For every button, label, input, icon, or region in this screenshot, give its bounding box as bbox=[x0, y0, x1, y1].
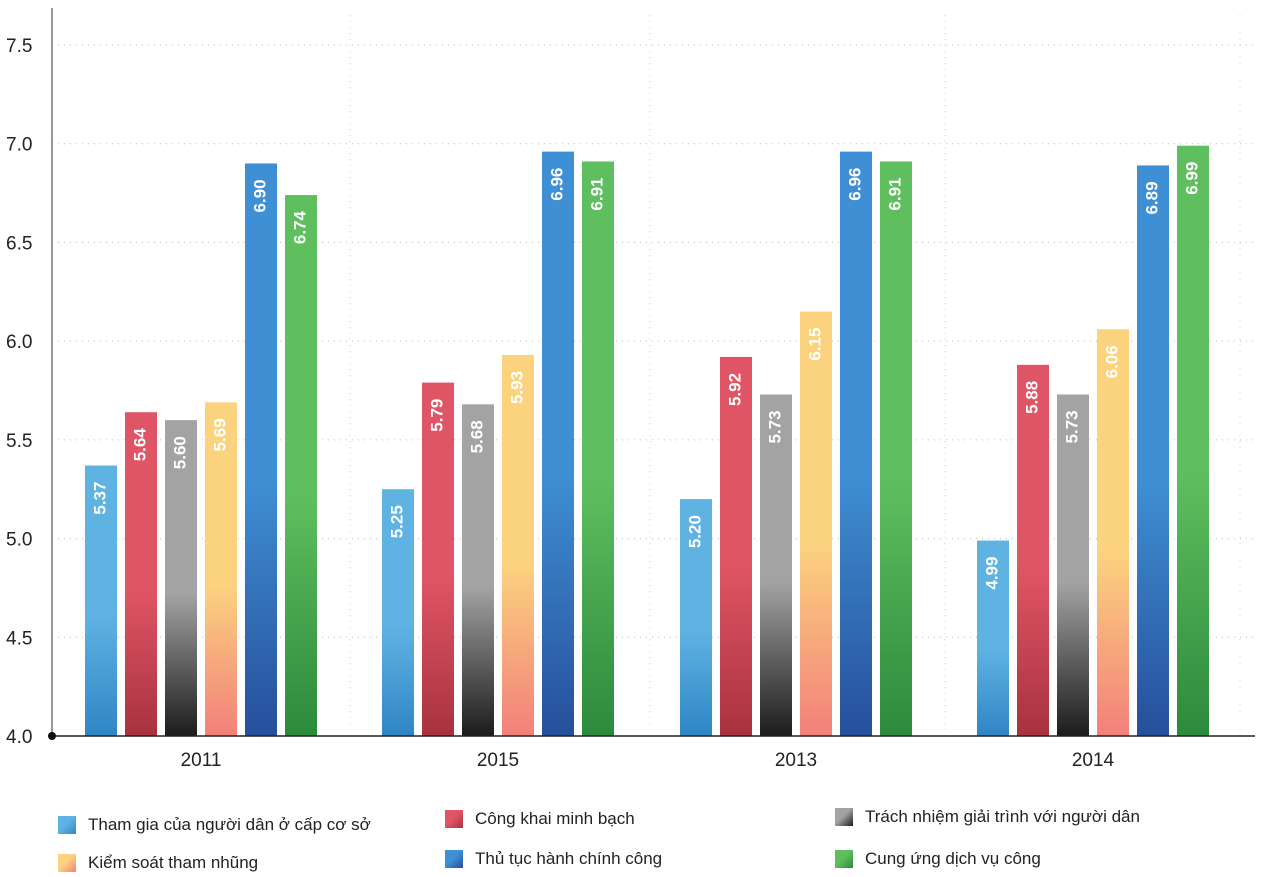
bar bbox=[1057, 394, 1089, 736]
bar-value-label: 5.93 bbox=[507, 371, 526, 404]
bar-value-label: 5.37 bbox=[90, 482, 109, 515]
legend-item: Kiểm soát tham nhũng bbox=[58, 852, 258, 874]
bar bbox=[1017, 364, 1049, 736]
bar-value-label: 4.99 bbox=[982, 557, 1001, 590]
bar bbox=[680, 499, 712, 736]
bar bbox=[880, 161, 912, 737]
legend-label: Công khai minh bạch bbox=[475, 809, 635, 828]
bar bbox=[720, 356, 752, 736]
bar-value-label: 5.79 bbox=[427, 399, 446, 432]
bar bbox=[205, 402, 237, 736]
legend-swatch bbox=[58, 854, 76, 872]
bar-value-label: 5.73 bbox=[765, 410, 784, 443]
y-tick-label: 7.5 bbox=[6, 36, 32, 57]
grid-lines bbox=[52, 15, 1255, 736]
bar bbox=[165, 420, 197, 736]
bar bbox=[1097, 329, 1129, 736]
legend-swatch bbox=[835, 850, 853, 868]
legend-label: Tham gia của người dân ở cấp cơ sở bbox=[88, 815, 371, 834]
legend-label: Thủ tục hành chính công bbox=[475, 849, 663, 868]
y-tick-label: 6.0 bbox=[6, 332, 32, 353]
bar-value-label: 6.96 bbox=[845, 168, 864, 201]
bar bbox=[800, 311, 832, 736]
bar bbox=[382, 489, 414, 736]
y-tick-label: 5.5 bbox=[6, 431, 32, 452]
bar-value-label: 6.89 bbox=[1142, 181, 1161, 214]
legend-swatch bbox=[445, 850, 463, 868]
axis-origin-dot bbox=[48, 732, 56, 740]
x-tick-label: 2013 bbox=[775, 750, 817, 771]
legend-label: Cung ứng dịch vụ công bbox=[865, 849, 1041, 868]
bar bbox=[977, 540, 1009, 736]
bar bbox=[582, 161, 614, 737]
bars: 5.37 5.64 5.60 5.69 6.90 6.74 5.25 5.79 5.68 5.93… bbox=[85, 145, 1209, 737]
legend-swatch bbox=[835, 808, 853, 826]
legend-item: Công khai minh bạch bbox=[445, 808, 635, 830]
bar bbox=[502, 354, 534, 736]
legend: Tham gia của người dân ở cấp cơ sở Công … bbox=[0, 800, 1262, 877]
bar bbox=[422, 382, 454, 736]
bar-value-label: 5.69 bbox=[210, 418, 229, 451]
bar bbox=[760, 394, 792, 736]
bar-value-label: 6.96 bbox=[547, 168, 566, 201]
x-axis-ticks: 2011 2015 2013 2014 bbox=[181, 750, 1115, 771]
y-tick-label: 7.0 bbox=[6, 135, 32, 156]
bar-value-label: 6.06 bbox=[1102, 345, 1121, 378]
bar-value-label: 5.88 bbox=[1022, 381, 1041, 414]
legend-item: Thủ tục hành chính công bbox=[445, 848, 662, 870]
y-tick-label: 5.0 bbox=[6, 530, 32, 551]
legend-item: Trách nhiệm giải trình với người dân bbox=[835, 806, 1140, 828]
bar-value-label: 6.74 bbox=[290, 211, 309, 245]
bar-chart: 4.0 4.5 5.0 5.5 6.0 6.5 7.0 7.5 5.37 5.64 5.60 5.6… bbox=[6, 8, 1255, 771]
bar bbox=[245, 163, 277, 736]
bar bbox=[1177, 145, 1209, 736]
bar bbox=[462, 404, 494, 736]
bar bbox=[840, 151, 872, 736]
legend-item: Cung ứng dịch vụ công bbox=[835, 848, 1041, 870]
bar-value-label: 6.91 bbox=[587, 177, 606, 210]
bar bbox=[285, 195, 317, 736]
bar bbox=[1137, 165, 1169, 737]
bar-value-label: 5.64 bbox=[130, 428, 149, 462]
bar-value-label: 6.99 bbox=[1182, 162, 1201, 195]
legend-label: Kiểm soát tham nhũng bbox=[88, 853, 259, 872]
y-axis-ticks: 4.0 4.5 5.0 5.5 6.0 6.5 7.0 7.5 bbox=[6, 36, 32, 748]
legend-swatch bbox=[58, 816, 76, 834]
legend-item: Tham gia của người dân ở cấp cơ sở bbox=[58, 814, 371, 836]
bar-value-label: 6.90 bbox=[250, 179, 269, 212]
legend-swatch bbox=[445, 810, 463, 828]
bar-value-label: 6.15 bbox=[805, 328, 824, 361]
bar-value-label: 5.68 bbox=[467, 420, 486, 453]
bar-value-label: 5.73 bbox=[1062, 410, 1081, 443]
bar-value-label: 5.92 bbox=[725, 373, 744, 406]
bar bbox=[542, 151, 574, 736]
bar-value-label: 5.60 bbox=[170, 436, 189, 469]
bar-value-label: 6.91 bbox=[885, 177, 904, 210]
bar-value-label: 5.25 bbox=[387, 505, 406, 538]
bar-value-label: 5.20 bbox=[685, 515, 704, 548]
x-tick-label: 2014 bbox=[1072, 750, 1115, 771]
y-tick-label: 4.5 bbox=[6, 628, 32, 649]
x-tick-label: 2015 bbox=[477, 750, 519, 771]
bar bbox=[85, 465, 117, 736]
y-tick-label: 6.5 bbox=[6, 233, 32, 254]
y-tick-label: 4.0 bbox=[6, 727, 32, 748]
x-tick-label: 2011 bbox=[181, 750, 222, 771]
bar bbox=[125, 412, 157, 736]
legend-label: Trách nhiệm giải trình với người dân bbox=[865, 807, 1140, 826]
